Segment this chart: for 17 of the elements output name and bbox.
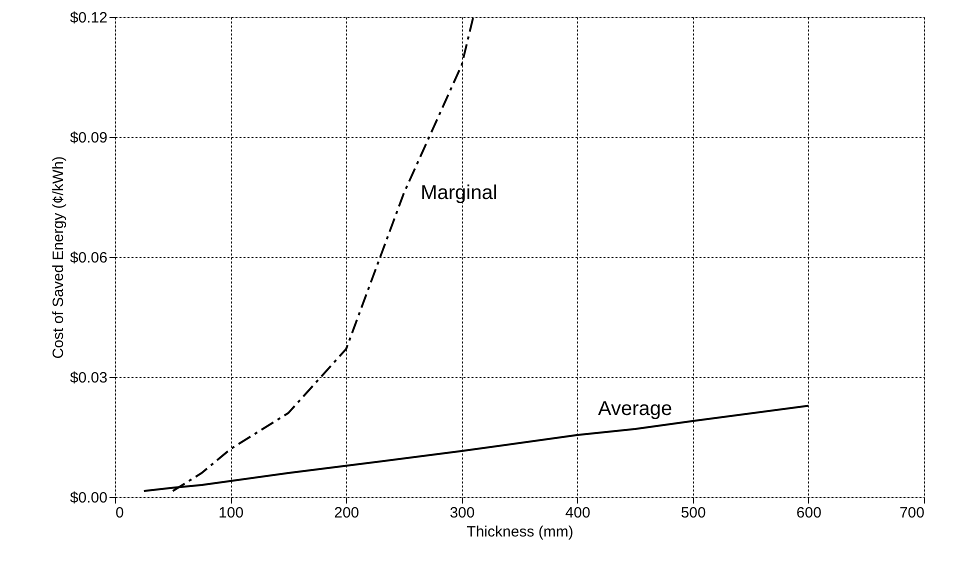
x-tick-label: 400 [565, 504, 590, 522]
x-tick-label: 200 [334, 504, 360, 522]
x-axis-title: Thickness (mm) [466, 524, 574, 540]
y-tick-label: $0.03 [70, 370, 108, 386]
y-tick-label: $0.00 [70, 490, 108, 506]
x-tick-label: 0 [116, 504, 124, 522]
y-tick-label: $0.06 [70, 250, 108, 266]
y-axis-title: Cost of Saved Energy (¢/kWh) [50, 156, 67, 359]
y-tick-label: $0.12 [70, 10, 108, 26]
y-tick-label: $0.09 [70, 130, 108, 146]
x-tick-label: 100 [218, 504, 244, 522]
series-label: Average [598, 398, 672, 420]
x-tick-label: 700 [899, 504, 924, 522]
x-tick-label: 600 [796, 504, 822, 522]
x-tick-label: 500 [680, 504, 706, 522]
series-label: Marginal [420, 182, 498, 204]
x-tick-label: 300 [450, 504, 475, 522]
